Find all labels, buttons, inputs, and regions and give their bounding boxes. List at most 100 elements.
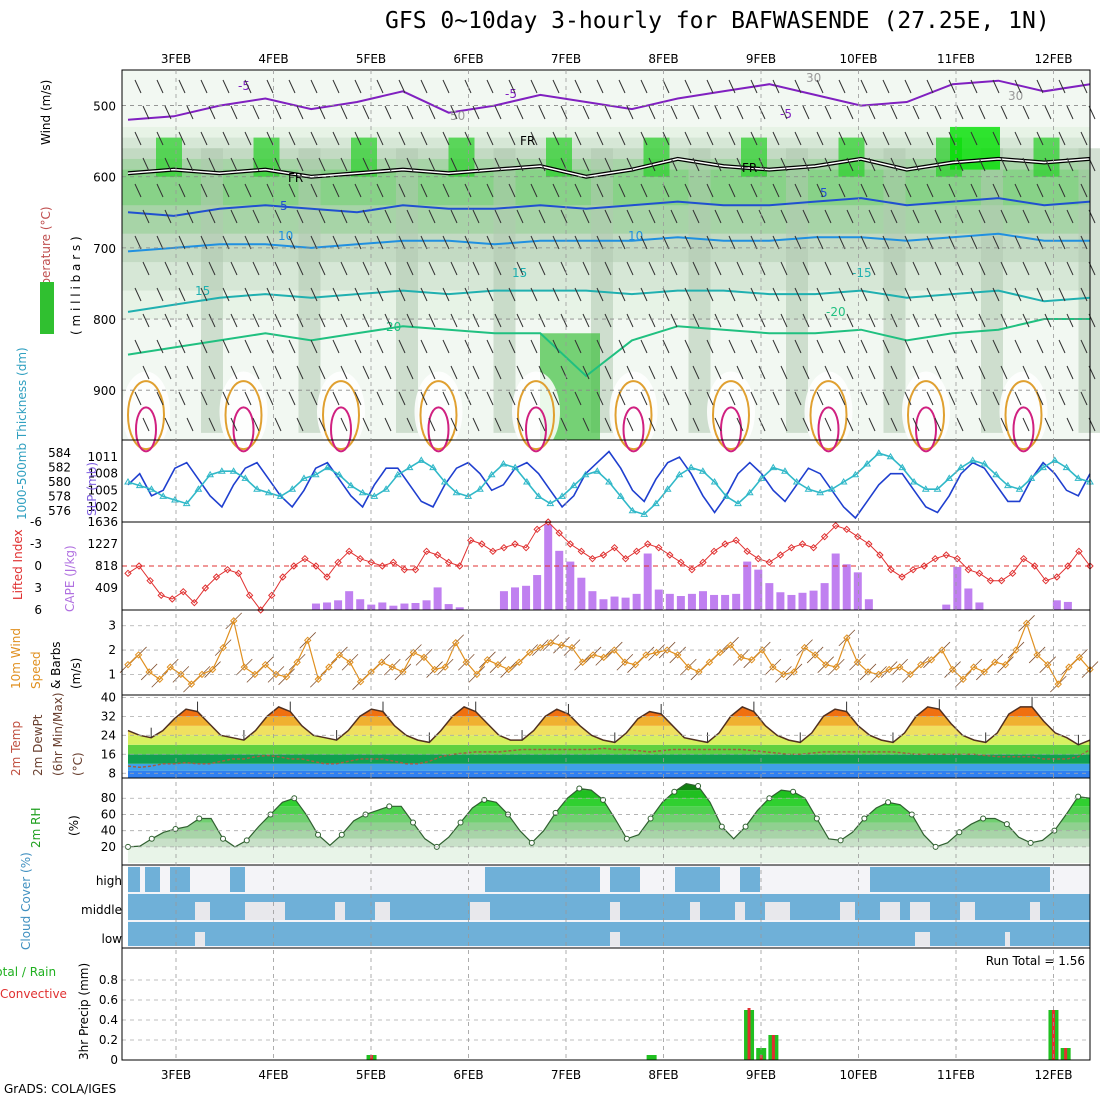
wind-barb <box>956 261 964 276</box>
wind-barb <box>340 417 348 432</box>
wind-barb <box>560 209 568 224</box>
thickness-marker <box>863 460 871 467</box>
wind-barb <box>640 79 648 94</box>
isotherm-30 <box>427 406 450 453</box>
wind-barb <box>648 209 656 224</box>
wind-barb <box>406 365 414 380</box>
rh-plume <box>201 148 223 433</box>
wind-barb <box>882 235 890 250</box>
cape-bar <box>544 524 553 610</box>
isotherm-25 <box>224 380 263 451</box>
wind-barb <box>406 209 414 224</box>
thickness-marker <box>452 488 461 496</box>
wind-barb <box>926 339 934 354</box>
panel-frame <box>121 609 1091 696</box>
wind-barb <box>772 131 780 146</box>
isotherm-label: FR <box>742 161 757 175</box>
wind-barb <box>868 209 876 224</box>
isotherm-line <box>127 289 1091 313</box>
wind-barb <box>758 105 766 120</box>
wind-barb <box>750 391 758 406</box>
wind10-marker <box>758 646 766 654</box>
wind-barb <box>450 261 458 276</box>
y-tick-label: 2 <box>108 643 116 657</box>
wind-barb <box>450 365 458 380</box>
rh2m-band <box>128 838 1090 847</box>
wind-barb <box>200 131 208 146</box>
isotherm-line <box>127 197 1091 217</box>
wind-barb <box>486 79 494 94</box>
wind-barb <box>934 209 942 224</box>
wind10-marker <box>589 651 597 659</box>
wind-barb <box>420 235 428 250</box>
wind-barb <box>816 391 824 406</box>
wind10-marker <box>335 651 344 659</box>
wind-barb <box>706 183 714 198</box>
thickness-marker <box>980 460 989 467</box>
thickness-marker <box>675 470 684 478</box>
thickness-marker <box>792 478 801 485</box>
wind-barb <box>1044 105 1052 120</box>
wind-barb <box>714 209 722 224</box>
li-marker <box>168 595 176 603</box>
thickness-marker <box>464 492 473 499</box>
wind-barb <box>574 131 582 146</box>
wind10-marker <box>251 670 259 679</box>
y-tick-label-left: 578 <box>48 489 71 503</box>
wind-barb <box>750 79 758 94</box>
wind10-marker <box>917 660 925 669</box>
y-axis-label-slp: SLP (mb) <box>85 462 99 516</box>
wind-barb <box>662 183 670 198</box>
y-axis-label-cape: CAPE (J/kg) <box>63 545 77 612</box>
wind-barb <box>626 157 634 172</box>
wind-barb <box>384 105 392 120</box>
li-marker <box>124 569 132 578</box>
li-marker <box>367 558 375 567</box>
wind-barb <box>802 261 810 276</box>
wind-barb <box>332 131 340 146</box>
wind-barb <box>992 235 1000 250</box>
rh-core <box>1033 137 1060 177</box>
wind-barb <box>186 417 194 432</box>
wind-barb <box>574 287 582 302</box>
wind-barb <box>692 365 700 380</box>
wind-barb <box>882 391 890 406</box>
wind-barb <box>970 391 978 406</box>
thickness-marker <box>710 478 719 485</box>
wind-barb <box>758 261 766 276</box>
wind10-marker <box>483 656 492 664</box>
wind-barb <box>156 131 164 146</box>
wind-barb <box>926 79 934 94</box>
wind-barb <box>1036 79 1044 94</box>
wind-barb <box>340 365 348 380</box>
wind-barb <box>134 183 142 198</box>
wind10-marker <box>504 665 513 674</box>
cloud-middle-gap <box>335 902 345 920</box>
wind-barb <box>288 79 296 94</box>
wind-barb <box>824 417 832 432</box>
wind-barb <box>486 183 494 198</box>
y-tick-label-left: -6 <box>30 515 42 529</box>
y-tick-label: 500 <box>93 100 116 114</box>
isotherm-25 <box>322 380 360 451</box>
wind-barb <box>728 183 736 198</box>
thickness-marker <box>370 492 379 499</box>
wind-barb <box>670 209 678 224</box>
isotherm-25 <box>127 380 165 451</box>
cape-bar <box>444 604 453 610</box>
wind-barb <box>816 131 824 146</box>
thickness-marker <box>487 470 496 478</box>
wind-barb <box>970 287 978 302</box>
wind-barb <box>640 235 648 250</box>
rh-plume <box>1078 148 1100 433</box>
panel-frame <box>121 439 1091 523</box>
wind-barb <box>428 261 436 276</box>
cape-bar <box>599 599 608 610</box>
wind-barb <box>956 157 964 172</box>
wind-barb <box>970 235 978 250</box>
wind-barb <box>244 79 252 94</box>
wind10-marker <box>494 660 502 669</box>
cape-bar <box>588 591 597 610</box>
thickness-marker <box>581 470 590 478</box>
y-tick-label: 32 <box>101 709 116 723</box>
